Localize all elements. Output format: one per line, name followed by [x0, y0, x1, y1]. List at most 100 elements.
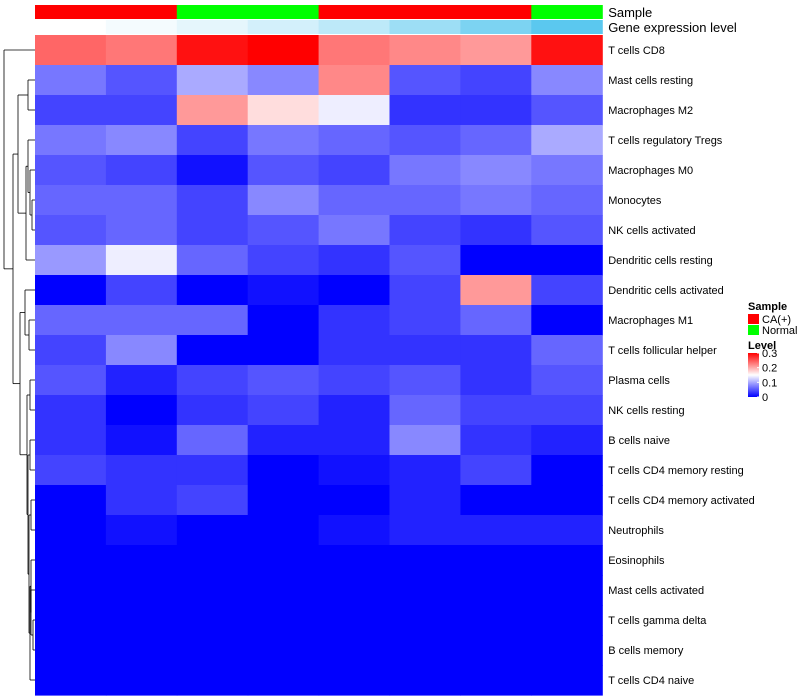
row-label: T cells follicular helper	[608, 345, 717, 357]
heatmap-cell	[105, 635, 178, 666]
heatmap-cell	[35, 395, 107, 426]
heatmap-cell	[105, 485, 178, 516]
heatmap-cell	[531, 245, 603, 276]
heatmap-cell	[318, 65, 391, 96]
heatmap-cell	[389, 305, 461, 336]
heatmap-cell	[247, 425, 320, 456]
heatmap-cell	[247, 485, 320, 516]
annotation-label: Sample	[608, 5, 652, 20]
heatmap-cell	[460, 665, 532, 696]
annotation-cell	[176, 20, 249, 34]
heatmap-cell	[460, 335, 532, 366]
heatmap-cell	[318, 605, 391, 636]
heatmap-cell	[531, 485, 603, 516]
row-label: NK cells resting	[608, 405, 684, 417]
heatmap-cell	[318, 215, 391, 246]
heatmap-cell	[105, 305, 178, 336]
heatmap-cell	[176, 335, 249, 366]
heatmap-cell	[389, 605, 461, 636]
heatmap-cell	[105, 215, 178, 246]
annotation-cell	[460, 20, 532, 34]
heatmap-cell	[105, 275, 178, 306]
heatmap-cell	[247, 155, 320, 186]
heatmap-cell	[531, 605, 603, 636]
annotation-cell	[35, 5, 107, 19]
row-labels: T cells CD8 Mast cells resting Macrophages…	[608, 45, 755, 687]
heatmap-cell	[531, 575, 603, 606]
row-label: Plasma cells	[608, 375, 670, 387]
heatmap-cell	[35, 155, 107, 186]
heatmap-cell	[105, 155, 178, 186]
legend-swatch	[748, 314, 759, 324]
heatmap-cell	[460, 635, 532, 666]
heatmap-cell	[105, 35, 178, 66]
heatmap-cell	[531, 95, 603, 126]
heatmap-cell	[247, 335, 320, 366]
heatmap-cell	[35, 185, 107, 216]
heatmap-cell	[35, 215, 107, 246]
heatmap-cell	[460, 35, 532, 66]
heatmap-cell	[460, 185, 532, 216]
heatmap-cell	[105, 245, 178, 276]
legend-level-title: Level	[748, 340, 776, 352]
heatmap-cell	[460, 245, 532, 276]
heatmap-cell	[389, 65, 461, 96]
annotation-cell	[105, 20, 178, 34]
heatmap-cell	[176, 545, 249, 576]
heatmap-cell	[105, 395, 178, 426]
heatmap-cell	[35, 485, 107, 516]
heatmap-cell	[247, 635, 320, 666]
heatmap-cell	[35, 125, 107, 156]
heatmap-cell	[105, 185, 178, 216]
row-label: Macrophages M1	[608, 315, 693, 327]
heatmap-cell	[247, 185, 320, 216]
heatmap-cell	[460, 215, 532, 246]
heatmap-cell	[176, 95, 249, 126]
row-label: NK cells activated	[608, 225, 695, 237]
row-label: T cells CD4 memory resting	[608, 465, 744, 477]
row-label: Mast cells resting	[608, 75, 693, 87]
heatmap-cell	[35, 425, 107, 456]
annotation-cell	[531, 5, 603, 19]
heatmap-cell	[176, 65, 249, 96]
heatmap-cell	[318, 485, 391, 516]
heatmap-cell	[531, 275, 603, 306]
heatmap-cell	[389, 155, 461, 186]
row-label: T cells CD4 naive	[608, 675, 694, 687]
heatmap-cell	[318, 395, 391, 426]
heatmap-cell	[176, 155, 249, 186]
heatmap-cell	[460, 95, 532, 126]
heatmap-cell	[460, 275, 532, 306]
annotation-label: Gene expression level	[608, 20, 737, 35]
heatmap-cell	[176, 185, 249, 216]
heatmap-cell	[105, 665, 178, 696]
heatmap-cell	[247, 545, 320, 576]
heatmap-cell	[35, 305, 107, 336]
heatmap-cell	[247, 305, 320, 336]
heatmap-cell	[389, 515, 461, 546]
heatmap-cell	[35, 455, 107, 486]
heatmap-cell	[460, 485, 532, 516]
heatmap-cell	[460, 305, 532, 336]
legend-color-bar	[748, 353, 759, 397]
row-label: T cells gamma delta	[608, 615, 707, 627]
heatmap-cell	[105, 95, 178, 126]
heatmap-cell	[531, 365, 603, 396]
heatmap-cell	[176, 635, 249, 666]
heatmap-cell	[35, 335, 107, 366]
row-label: Neutrophils	[608, 525, 664, 537]
heatmap-cell	[318, 155, 391, 186]
row-label: Monocytes	[608, 195, 662, 207]
heatmap-cell	[389, 545, 461, 576]
heatmap-cell	[105, 455, 178, 486]
row-label: B cells memory	[608, 645, 684, 657]
heatmap-cell	[460, 545, 532, 576]
heatmap-cell	[247, 35, 320, 66]
row-label: T cells CD8	[608, 45, 665, 57]
heatmap-cell	[460, 515, 532, 546]
heatmap-cell	[460, 365, 532, 396]
row-label: Mast cells activated	[608, 585, 704, 597]
heatmap-cell	[389, 185, 461, 216]
heatmap-cell	[389, 335, 461, 366]
